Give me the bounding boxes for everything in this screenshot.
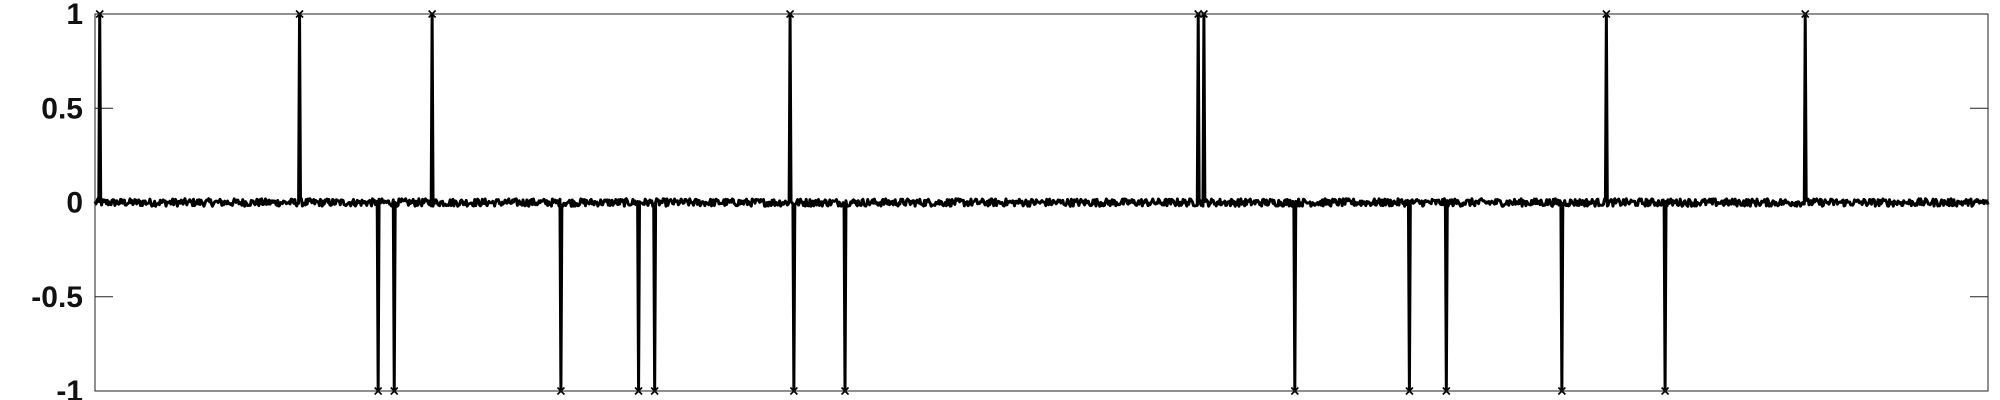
y-axis: 1 0.5 0 -0.5 -1 (31, 0, 1988, 400)
y-tick-label: -1 (56, 375, 83, 400)
y-tick-label: 0.5 (41, 92, 83, 125)
plot-frame (94, 13, 1989, 392)
series-line (93, 12, 1990, 393)
y-tick-label: 0 (66, 187, 83, 220)
plot-area (93, 9, 1990, 396)
y-tick-label: -0.5 (31, 281, 83, 314)
y-tick-label: 1 (66, 0, 83, 31)
